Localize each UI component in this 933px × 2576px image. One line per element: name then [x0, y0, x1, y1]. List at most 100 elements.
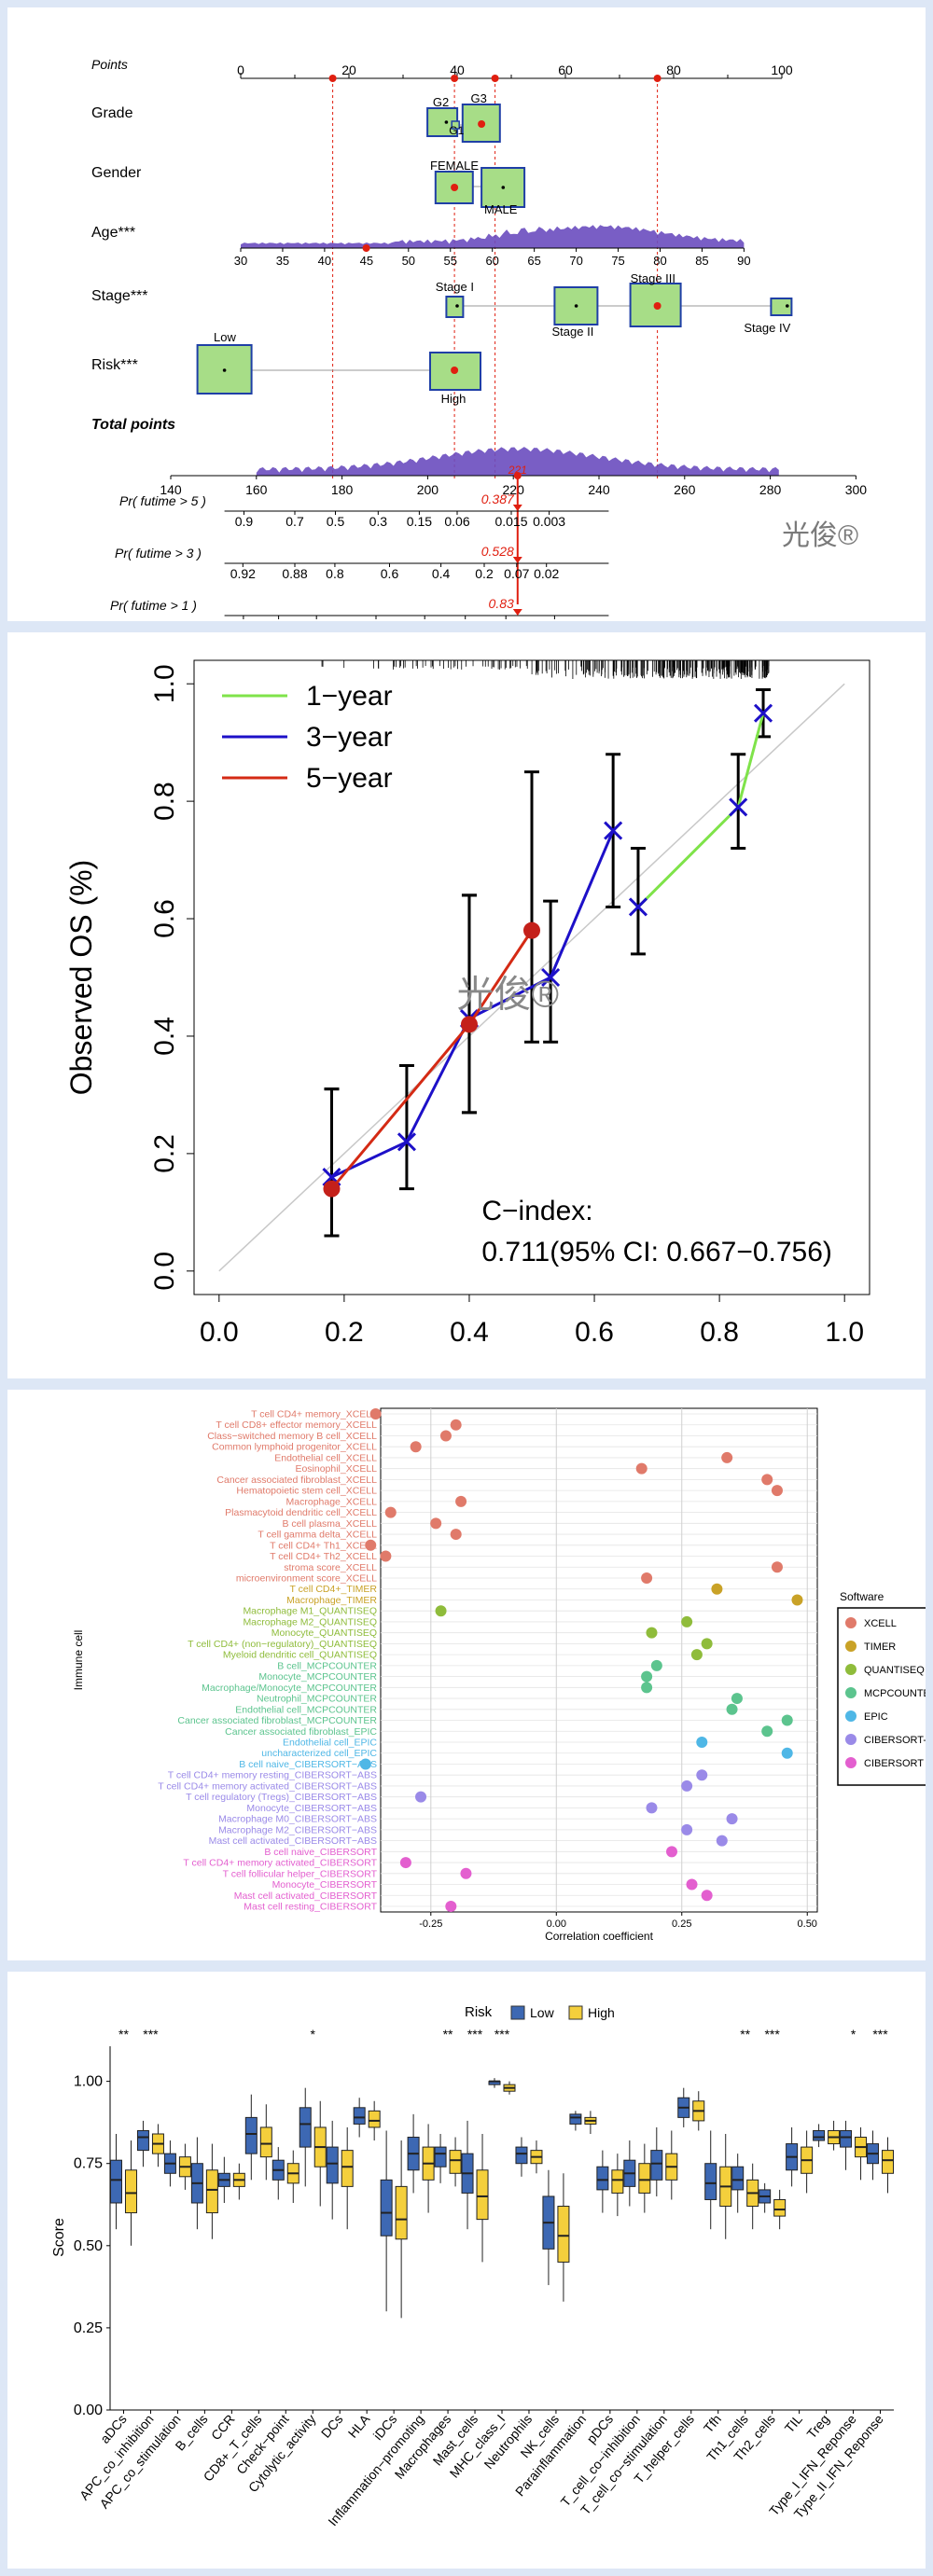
immune-boxplot-chart: Risk Low High0.000.250.500.751.00ScoreaDCs… [7, 1972, 926, 2569]
significance-label: *** [764, 2027, 780, 2042]
prob-tick-label: 0.65 [453, 618, 478, 621]
cell-point [681, 1780, 692, 1792]
cell-point [731, 1693, 743, 1704]
gender-label: Gender [91, 165, 142, 181]
total-label: Total points [91, 417, 175, 433]
age-tick-label: 45 [360, 254, 373, 268]
legend-title: Software [840, 1590, 884, 1603]
box [597, 2167, 608, 2190]
nomogram-panel: Points 0 20 40 60 80 100 Grade G2 G3 G1 Gender FEMAL… [7, 7, 926, 621]
cell-label: Neutrophil_MCPCOUNTER [257, 1694, 377, 1705]
y-tick-label: 0.8 [149, 782, 180, 821]
legend-label: XCELL [864, 1618, 897, 1629]
cell-point [411, 1441, 422, 1452]
cell-label: Common lymphoid progenitor_XCELL [212, 1442, 377, 1453]
age-density [241, 225, 744, 248]
cell-point [451, 1529, 462, 1540]
age-tick-label: 60 [485, 254, 498, 268]
cell-point [641, 1572, 652, 1584]
total-tick-label: 240 [588, 482, 610, 497]
watermark: 光俊® [782, 520, 858, 551]
cell-label: Eosinophil_XCELL [295, 1463, 377, 1475]
cell-label: Mast cell resting_CIBERSORT [244, 1902, 377, 1913]
prob-tick-label: 0.92 [230, 566, 256, 581]
prob-arrow [513, 557, 522, 563]
significance-label: ** [118, 2027, 129, 2042]
cell-label: Cancer associated fibroblast_EPIC [225, 1726, 377, 1738]
legend-label: 3−year [306, 722, 393, 753]
cell-point [687, 1879, 698, 1890]
cell-point [400, 1857, 411, 1868]
prob-tick-label: 0.3 [369, 514, 388, 529]
x-tick-label: DCs [318, 2412, 346, 2441]
stage-box-i [446, 297, 463, 317]
box [245, 2117, 257, 2154]
prob-tick-label: 0.06 [444, 514, 469, 529]
age-tick-label: 90 [737, 254, 750, 268]
grade-label: Grade [91, 105, 133, 121]
box [651, 2151, 662, 2181]
gender-level-male: MALE [484, 202, 518, 216]
cell-label: T cell CD4+_TIMER [290, 1584, 378, 1595]
cell-label: Hematopoietic stem cell_XCELL [236, 1486, 377, 1497]
x-tick-label: 0.50 [798, 1918, 817, 1930]
cell-point [721, 1452, 732, 1463]
total-tick-label: 260 [674, 482, 696, 497]
legend-dot [845, 1757, 856, 1768]
cell-label: T cell gamma delta_XCELL [258, 1530, 377, 1541]
box [381, 2180, 392, 2236]
box [883, 2151, 894, 2174]
calibration-chart: 0.00.20.40.60.81.00.00.20.40.60.81.0Nomo… [7, 632, 926, 1378]
prob-tick-label: 0.6 [381, 566, 399, 581]
risk-level-high: High [441, 392, 466, 406]
cell-point [380, 1551, 391, 1562]
cell-label: T cell CD4+ memory activated_CIBERSORT [183, 1858, 377, 1869]
prob-tick-label: 0.8 [326, 566, 344, 581]
prob-tick-label: 0.2 [475, 566, 494, 581]
y-axis-label: Immune cell [72, 1630, 85, 1691]
y-tick-label: 0.6 [149, 899, 180, 938]
cell-point [651, 1660, 662, 1671]
legend-label: MCPCOUNTER [864, 1688, 926, 1699]
cell-point [370, 1408, 382, 1420]
prob-tick-label: 0.92 [304, 618, 329, 621]
box [558, 2207, 569, 2263]
x-tick-label: -0.25 [419, 1918, 442, 1930]
legend-title: Risk [465, 2004, 493, 2020]
box [516, 2147, 527, 2164]
x-tick-label: 0.0 [200, 1317, 239, 1348]
y-tick-label: 0.4 [149, 1017, 180, 1056]
prob-tick-label: 0.85 [363, 618, 388, 621]
cell-label: B cell_MCPCOUNTER [277, 1660, 377, 1671]
total-tick-label: 300 [845, 482, 868, 497]
y-axis-label: Score [51, 2218, 67, 2257]
legend-dot [845, 1687, 856, 1698]
cell-point [415, 1792, 426, 1803]
age-tick-label: 75 [611, 254, 624, 268]
cell-label: microenvironment score_XCELL [236, 1573, 377, 1585]
cell-point [440, 1430, 452, 1441]
cell-point [460, 1868, 471, 1879]
cell-point [451, 1420, 462, 1431]
legend-dot [845, 1664, 856, 1675]
series-line-2 [331, 931, 532, 1189]
cell-label: Monocyte_CIBERSORT [272, 1879, 378, 1890]
legend-dot [845, 1710, 856, 1722]
cell-point [691, 1649, 703, 1660]
x-tick-label: TIL [782, 2411, 805, 2435]
cell-point [666, 1846, 677, 1857]
grade-point [445, 120, 449, 124]
prob-tick-label: 0.5 [327, 514, 345, 529]
significance-label: ** [443, 2027, 453, 2042]
cell-label: Endothelial cell_EPIC [283, 1738, 377, 1749]
cell-label: Endothelial cell_XCELL [274, 1452, 377, 1463]
y-tick-label: 1.00 [74, 2074, 103, 2090]
box [137, 2130, 148, 2150]
total-tick-label: 280 [759, 482, 782, 497]
box [125, 2170, 136, 2213]
cell-label: Cancer associated fibroblast_MCPCOUNTER [177, 1715, 377, 1726]
cell-point [711, 1584, 722, 1595]
box [369, 2111, 380, 2127]
total-tick-label: 160 [245, 482, 268, 497]
calibration-panel: 0.00.20.40.60.81.00.00.20.40.60.81.0Nomo… [7, 632, 926, 1378]
